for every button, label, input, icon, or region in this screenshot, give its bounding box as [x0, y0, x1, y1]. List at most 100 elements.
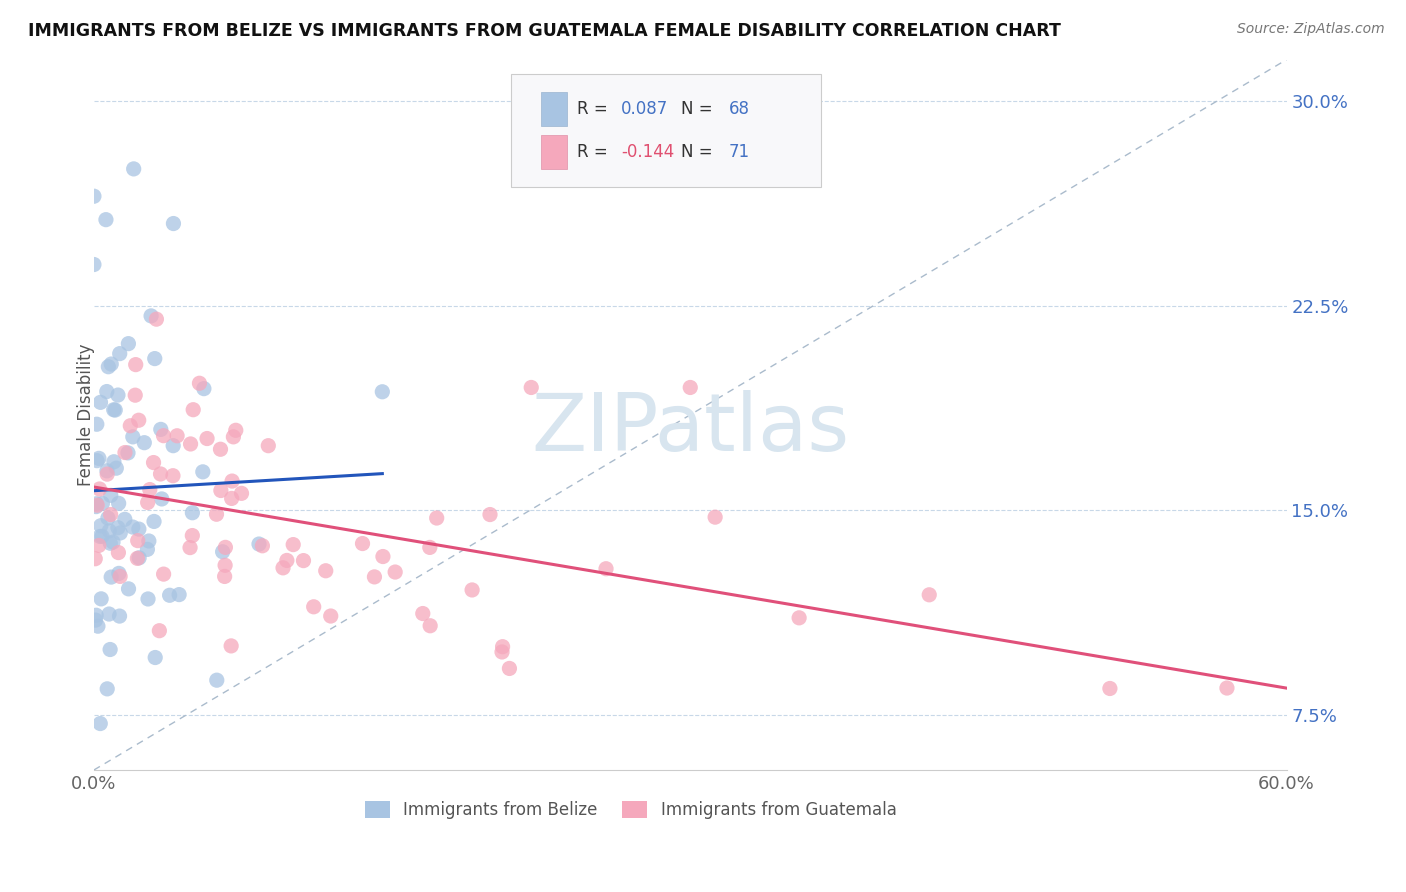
Point — [114, 512, 136, 526]
Point — [221, 491, 243, 506]
Point — [214, 569, 236, 583]
Point — [195, 432, 218, 446]
Point — [110, 525, 132, 540]
Text: 68: 68 — [728, 100, 749, 119]
Point — [222, 430, 245, 444]
Point — [167, 588, 190, 602]
Point — [211, 545, 233, 559]
Point — [100, 508, 122, 522]
Text: Source: ZipAtlas.com: Source: ZipAtlas.com — [1237, 22, 1385, 37]
Point — [83, 258, 105, 272]
Point — [128, 550, 150, 565]
Point — [98, 536, 121, 550]
Point — [704, 510, 727, 524]
Point — [125, 358, 148, 372]
Point — [105, 461, 128, 475]
Point — [134, 435, 156, 450]
Point — [90, 591, 112, 606]
Point — [103, 402, 125, 417]
Point — [96, 384, 118, 399]
Point — [1216, 681, 1239, 695]
Point — [159, 588, 181, 602]
Point — [352, 536, 374, 550]
Point — [225, 423, 247, 437]
Point — [498, 661, 520, 675]
Point — [319, 609, 342, 624]
Point — [108, 566, 131, 581]
Point — [100, 570, 122, 584]
Point — [918, 588, 941, 602]
Point — [247, 537, 270, 551]
Point — [149, 467, 172, 481]
Point — [150, 491, 173, 506]
Point — [107, 521, 129, 535]
Point — [108, 346, 131, 360]
Point — [84, 551, 107, 566]
Point — [98, 524, 121, 538]
Point — [104, 403, 127, 417]
Point — [166, 429, 188, 443]
Point — [91, 496, 114, 510]
Point — [371, 549, 394, 564]
Point — [145, 312, 167, 326]
Point — [89, 395, 111, 409]
Point — [84, 608, 107, 623]
Point — [412, 607, 434, 621]
Point — [89, 529, 111, 543]
Point — [179, 541, 201, 555]
Text: 71: 71 — [728, 143, 749, 161]
Point — [276, 553, 298, 567]
Text: R =: R = — [576, 143, 613, 161]
Point — [181, 528, 204, 542]
Point — [231, 486, 253, 500]
Point — [136, 591, 159, 606]
Point — [96, 681, 118, 696]
Point — [100, 357, 122, 371]
Point — [84, 500, 107, 514]
Legend: Immigrants from Belize, Immigrants from Guatemala: Immigrants from Belize, Immigrants from … — [359, 794, 903, 826]
Point — [205, 673, 228, 688]
Point — [209, 483, 232, 498]
Point — [117, 446, 139, 460]
Point — [91, 529, 114, 543]
Point — [142, 456, 165, 470]
Point — [180, 437, 202, 451]
Point — [152, 567, 174, 582]
Point — [162, 217, 184, 231]
Point — [136, 495, 159, 509]
Point — [595, 562, 617, 576]
Point — [257, 439, 280, 453]
Point — [143, 351, 166, 366]
Point — [87, 451, 110, 466]
Point — [84, 613, 107, 627]
Point — [128, 413, 150, 427]
Point — [107, 496, 129, 510]
Point — [114, 445, 136, 459]
Point — [292, 553, 315, 567]
Point — [98, 607, 121, 621]
Point — [127, 533, 149, 548]
Point — [87, 619, 110, 633]
Point — [139, 309, 162, 323]
Point — [138, 534, 160, 549]
Point — [86, 417, 108, 432]
Point — [107, 545, 129, 559]
Point — [787, 611, 810, 625]
Point — [384, 565, 406, 579]
Point — [86, 497, 108, 511]
Point — [96, 467, 118, 482]
Point — [191, 465, 214, 479]
Point — [127, 551, 149, 566]
Point — [128, 522, 150, 536]
Point — [86, 498, 108, 512]
Point — [193, 382, 215, 396]
Point — [143, 515, 166, 529]
Text: IMMIGRANTS FROM BELIZE VS IMMIGRANTS FROM GUATEMALA FEMALE DISABILITY CORRELATIO: IMMIGRANTS FROM BELIZE VS IMMIGRANTS FRO… — [28, 22, 1062, 40]
Point — [363, 570, 385, 584]
Point — [419, 619, 441, 633]
Point — [94, 212, 117, 227]
Point — [419, 541, 441, 555]
Text: N =: N = — [681, 100, 717, 119]
Point — [117, 582, 139, 596]
FancyBboxPatch shape — [541, 135, 568, 169]
